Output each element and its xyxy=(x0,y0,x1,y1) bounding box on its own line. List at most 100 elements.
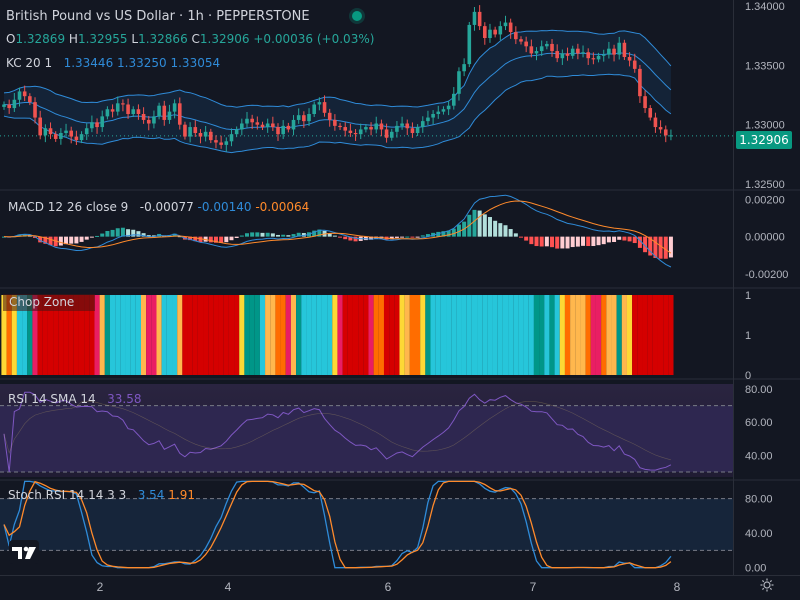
candle-body xyxy=(224,141,229,145)
theme-toggle-icon[interactable] xyxy=(760,578,774,592)
macd-hist-bar xyxy=(441,231,446,237)
candle-body xyxy=(64,130,68,133)
macd-hist-bar xyxy=(425,234,430,237)
chop-legend[interactable]: Chop Zone xyxy=(3,294,95,311)
candle-body xyxy=(296,115,301,120)
macd-hist-bar xyxy=(17,234,22,237)
macd-hist-bar xyxy=(498,223,503,237)
macd-hist-bar xyxy=(482,214,487,237)
candle-body xyxy=(364,127,368,130)
time-tick-label: 2 xyxy=(97,580,104,594)
chop-bar xyxy=(27,295,33,375)
low-value: 1.32866 xyxy=(138,32,188,46)
kc-fill xyxy=(4,30,671,153)
chop-bar xyxy=(383,295,390,375)
chop-tick-label: 1 xyxy=(745,330,751,342)
candle-body xyxy=(607,48,611,55)
candle-body xyxy=(395,125,399,132)
market-status-dot xyxy=(352,11,362,21)
kc-mid-value: 1.33250 xyxy=(117,56,167,70)
chop-bar xyxy=(223,295,229,375)
macd-hist-bar xyxy=(472,209,477,237)
chop-bar xyxy=(611,295,617,375)
macd-hist-bar xyxy=(477,210,482,237)
macd-hist-bar xyxy=(291,234,296,237)
rsi-legend[interactable]: RSI 14 SMA 14 33.58 xyxy=(8,392,141,406)
macd-hist-bar xyxy=(529,236,534,245)
macd-hist-bar xyxy=(348,236,353,241)
chop-bar xyxy=(187,295,193,375)
candle-body xyxy=(265,123,270,128)
candle-body xyxy=(126,104,130,114)
candle-body xyxy=(581,52,585,54)
candle-body xyxy=(322,102,327,113)
chop-bar xyxy=(63,295,69,375)
chop-bar xyxy=(239,295,245,375)
macd-hist-bar xyxy=(394,236,399,238)
chop-bar xyxy=(358,295,364,375)
macd-hist-bar xyxy=(265,232,270,237)
macd-hist-bar xyxy=(343,236,348,240)
macd-hist-bar xyxy=(353,236,358,242)
chop-bar xyxy=(539,295,545,375)
chop-bar xyxy=(327,295,333,375)
macd-hist-bar xyxy=(653,236,658,258)
chop-bar xyxy=(11,295,17,375)
stoch-legend[interactable]: Stoch RSI 14 14 3 3 3.54 1.91 xyxy=(8,488,195,502)
chop-bar xyxy=(508,295,514,375)
macd-hist-bar xyxy=(612,236,617,242)
macd-hist-bar xyxy=(617,236,622,240)
chop-bar xyxy=(580,295,586,375)
candle-body xyxy=(632,60,637,69)
chop-bar xyxy=(564,295,571,375)
kc-legend[interactable]: KC 20 1 1.33446 1.33250 1.33054 xyxy=(6,56,220,70)
macd-hist-bar xyxy=(208,236,213,243)
macd-hist-bar xyxy=(276,234,281,237)
macd-hist-bar xyxy=(668,236,673,258)
macd-hist-bar xyxy=(38,236,43,243)
candle-body xyxy=(648,108,653,118)
chop-bar xyxy=(22,295,28,375)
macd-hist-bar xyxy=(643,236,648,253)
chop-bar xyxy=(487,295,493,375)
macd-hist-bar xyxy=(596,236,601,246)
candle-body xyxy=(343,127,348,131)
macd-legend[interactable]: MACD 12 26 close 9 -0.00077 -0.00140 -0.… xyxy=(8,200,309,214)
price-tick-label: 1.33000 xyxy=(745,120,785,132)
candle-body xyxy=(172,103,177,112)
candle-body xyxy=(22,91,27,97)
chop-bar xyxy=(513,295,519,375)
candle-body xyxy=(384,129,389,138)
macd-hist-bar xyxy=(415,236,420,238)
chop-bar xyxy=(368,295,374,375)
kc-lower-line xyxy=(3,73,672,154)
candle-body xyxy=(462,64,466,72)
macd-hist-bar xyxy=(219,236,224,243)
candle-body xyxy=(193,127,198,133)
chop-bar xyxy=(363,295,369,375)
chop-bar xyxy=(663,295,669,375)
chop-bar xyxy=(73,295,79,375)
macd-hist-bar xyxy=(586,236,591,247)
candle-body xyxy=(219,142,223,145)
chop-bar xyxy=(559,295,565,375)
candle-body xyxy=(286,125,291,130)
chop-bar xyxy=(528,295,534,375)
chop-bar xyxy=(156,295,162,375)
macd-hist-bar xyxy=(95,235,100,237)
chop-bar xyxy=(626,295,633,375)
macd-hist-bar xyxy=(565,236,570,249)
macd-hist-bar xyxy=(524,236,529,241)
macd-hist-bar xyxy=(22,234,27,237)
chop-bar xyxy=(177,295,183,375)
candle-body xyxy=(565,53,570,56)
tradingview-logo-icon[interactable] xyxy=(9,540,39,564)
candle-body xyxy=(493,29,497,35)
chop-bar xyxy=(6,295,12,375)
macd-hist-bar xyxy=(606,236,611,243)
chop-bar xyxy=(234,295,240,375)
candle-body xyxy=(415,127,420,133)
stoch-d-value: 1.91 xyxy=(168,488,195,502)
chop-bar xyxy=(471,295,478,375)
